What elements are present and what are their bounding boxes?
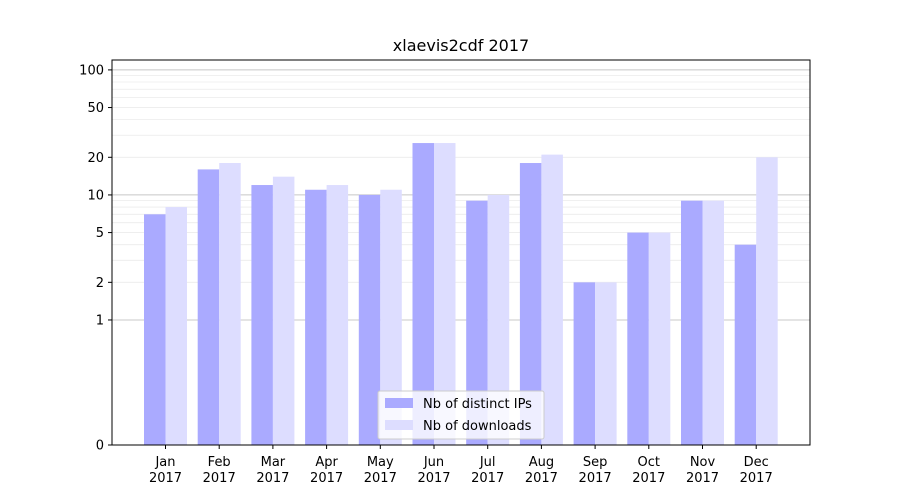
bar-ips [144, 214, 166, 445]
x-tick-label: May 2017 [364, 455, 397, 486]
legend-label-downloads: Nb of downloads [423, 419, 532, 434]
bar-downloads [326, 185, 349, 445]
bar-downloads [648, 232, 671, 445]
bar-downloads [595, 282, 617, 445]
bar-ips [466, 200, 488, 445]
bar-downloads [756, 157, 778, 445]
bar-downloads [541, 154, 563, 446]
x-tick-label: Sep 2017 [579, 455, 612, 486]
bar-downloads [702, 200, 724, 445]
legend-box [377, 390, 545, 440]
x-tick-label: Dec 2017 [740, 455, 773, 486]
bars [144, 143, 778, 446]
x-tick-label: Feb 2017 [203, 455, 236, 486]
bar-downloads [219, 163, 241, 445]
bar-ips [412, 143, 434, 445]
y-tick-label: 50 [87, 101, 104, 116]
y-axis: 0 1 2 5 10 20 50 100 [79, 63, 112, 454]
x-tick-label: Aug 2017 [525, 455, 558, 486]
y-tick-label: 20 [87, 151, 104, 166]
legend-label-ips: Nb of distinct IPs [423, 397, 532, 412]
bar-ips [197, 169, 220, 445]
bar-ips [681, 200, 703, 445]
bar-ips [519, 163, 542, 445]
y-tick-label: 0 [96, 439, 104, 454]
legend-swatch-ips [385, 398, 413, 408]
x-tick-label: Jun 2017 [417, 455, 450, 486]
x-axis: Jan 2017 Feb 2017 Mar 2017 Apr 2017 May 2017 Jun 20… [149, 445, 773, 486]
bar-downloads [380, 189, 402, 445]
bar-ips [305, 189, 327, 445]
y-tick-label: 10 [87, 188, 104, 203]
bar-downloads [434, 143, 456, 445]
bar-ips [734, 244, 757, 445]
y-tick-label: 5 [96, 226, 104, 241]
x-tick-label: Apr 2017 [310, 455, 343, 486]
legend-swatch-downloads [385, 420, 413, 430]
bar-downloads [487, 194, 510, 445]
bar-ips [627, 232, 649, 445]
bar-downloads [272, 176, 295, 445]
x-tick-label: Mar 2017 [256, 455, 289, 486]
x-tick-label: Jan 2017 [149, 455, 182, 486]
y-tick-label: 1 [96, 313, 104, 328]
chart-title: xlaevis2cdf 2017 [393, 36, 529, 55]
y-tick-label: 2 [96, 276, 104, 291]
plot-frame [111, 59, 811, 446]
bar-ips [358, 194, 381, 445]
bar-ips [251, 185, 273, 445]
x-tick-label: Jul 2017 [471, 455, 504, 486]
bar-downloads [165, 207, 187, 445]
x-tick-label: Oct 2017 [632, 455, 665, 486]
y-tick-label: 100 [79, 63, 104, 78]
x-tick-label: Nov 2017 [686, 455, 719, 486]
bar-ips [573, 282, 596, 445]
legend: Nb of distinct IPs Nb of downloads [377, 390, 545, 440]
